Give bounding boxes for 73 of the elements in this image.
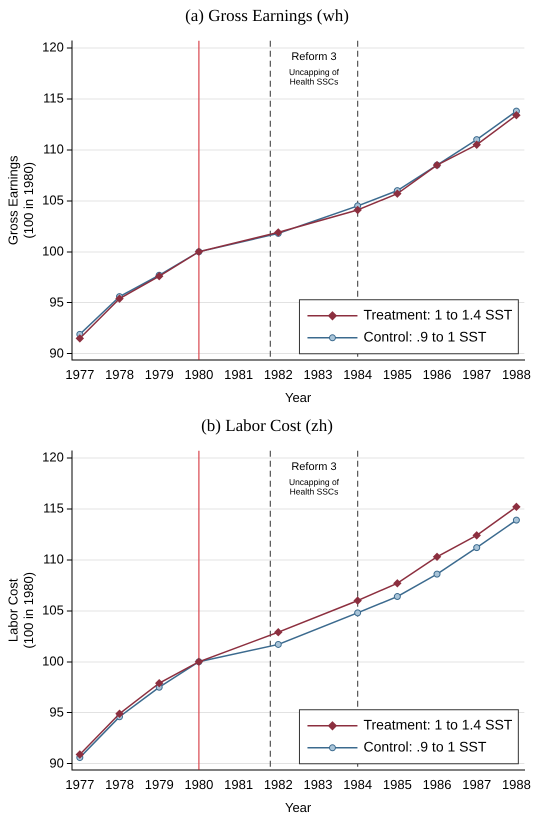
x-tick-label: 1980: [184, 777, 214, 792]
annotation: Reform 3: [291, 50, 337, 63]
point: [155, 679, 164, 688]
x-tick-label: 1983: [303, 777, 332, 792]
x-tick-label: 1979: [144, 777, 174, 792]
y-tick-label: 110: [43, 141, 64, 156]
y-tick-label: 115: [43, 90, 64, 106]
x-tick-label: 1985: [382, 777, 412, 792]
x-tick-label: 1986: [422, 777, 452, 792]
y-tick-label: 95: [49, 704, 64, 720]
x-tick-label: 1984: [343, 367, 372, 382]
y-tick-label: 120: [42, 40, 64, 55]
chart-title: (a) Gross Earnings (wh): [184, 5, 350, 27]
x-tick-label: 1984: [343, 777, 372, 792]
y-tick-label: 100: [42, 653, 64, 668]
y-axis-title: Gross Earnings (100 in 1980): [5, 155, 36, 246]
point: [512, 516, 520, 524]
point: [473, 544, 480, 552]
point: [116, 710, 124, 718]
x-tick-label: 1980: [184, 367, 214, 382]
point: [394, 593, 401, 600]
x-tick-label: 1987: [462, 367, 492, 382]
point: [512, 111, 520, 120]
x-tick-label: 1983: [303, 367, 332, 382]
point: [354, 596, 362, 605]
legend-label: Control: .9 to 1 SST: [363, 328, 487, 345]
x-tick-label: 1982: [264, 777, 293, 792]
y-tick-label: 90: [49, 345, 64, 360]
y-tick-label: 115: [43, 500, 64, 516]
y-tick-label: 105: [42, 602, 64, 618]
y-axis-title: Labor Cost (100 in 1980): [5, 572, 36, 649]
y-tick-label: 100: [42, 243, 64, 258]
x-tick-label: 1988: [502, 367, 531, 382]
x-tick-label: 1986: [422, 367, 452, 382]
x-tick-label: 1978: [105, 777, 134, 792]
point: [354, 206, 362, 214]
x-tick-label: 1977: [65, 777, 94, 792]
point: [76, 334, 84, 342]
x-tick-label: 1977: [65, 367, 94, 382]
point: [274, 640, 282, 648]
annotation: Uncapping of Health SSCs: [288, 67, 340, 87]
x-tick-label: 1981: [224, 367, 254, 382]
point: [434, 570, 441, 578]
y-tick-label: 105: [42, 192, 64, 208]
point: [393, 579, 402, 588]
chart-title: (b) Labor Cost (zh): [200, 415, 334, 437]
point: [393, 190, 402, 198]
legend-label: Treatment: 1 to 1.4 SST: [363, 306, 513, 323]
x-axis-title: Year: [284, 800, 312, 815]
x-axis-title: Year: [284, 390, 312, 405]
point: [76, 750, 84, 759]
point: [512, 502, 520, 511]
point: [472, 140, 481, 149]
y-tick-label: 90: [49, 755, 64, 770]
x-tick-label: 1987: [462, 777, 492, 792]
point: [354, 609, 362, 616]
point: [116, 294, 124, 303]
x-tick-label: 1979: [144, 367, 174, 382]
annotation: Reform 3: [291, 460, 337, 473]
y-tick-label: 110: [43, 551, 64, 566]
point: [472, 531, 481, 540]
x-tick-label: 1982: [264, 367, 293, 382]
x-tick-label: 1985: [382, 367, 412, 382]
x-tick-label: 1988: [502, 777, 531, 792]
x-tick-label: 1981: [224, 777, 254, 792]
y-tick-label: 120: [42, 450, 64, 465]
y-tick-label: 95: [49, 294, 64, 310]
legend-label: Treatment: 1 to 1.4 SST: [363, 716, 513, 733]
point: [433, 552, 442, 561]
annotation: Uncapping of Health SSCs: [288, 477, 340, 497]
x-tick-label: 1978: [105, 367, 134, 382]
point: [274, 628, 282, 636]
legend-label: Control: .9 to 1 SST: [363, 738, 487, 755]
